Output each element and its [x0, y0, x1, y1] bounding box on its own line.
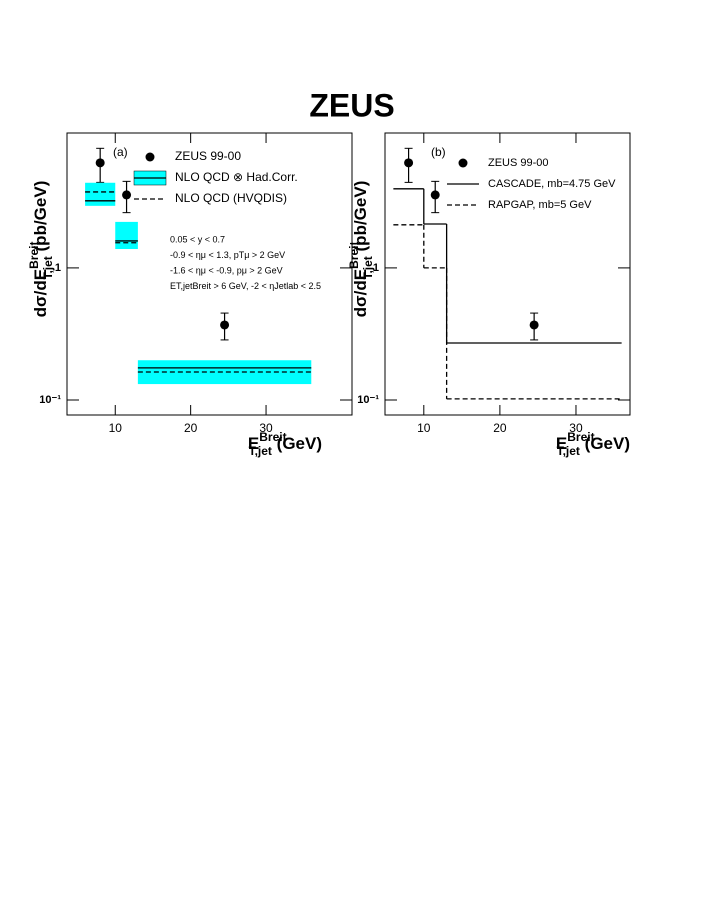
x-axis-label-unit: (GeV) — [580, 434, 630, 453]
annotation: ET,jetBreit > 6 GeV, -2 < ηJetlab < 2.5 — [170, 281, 321, 291]
y-axis-label-main: dσ/dE — [351, 269, 370, 317]
x-tick-label: 20 — [493, 421, 507, 435]
plot-frame — [66, 132, 353, 416]
legend-label: ZEUS 99-00 — [175, 149, 241, 163]
y-tick-label: 1 — [55, 262, 61, 274]
data-point — [95, 158, 105, 168]
x-axis-label: EBreit T,jet (GeV) — [556, 430, 630, 458]
legend-label: NLO QCD ⊗ Had.Corr. — [175, 170, 298, 184]
plot-frame — [384, 132, 631, 416]
legend-label: ZEUS 99-00 — [488, 157, 549, 169]
data-point — [404, 158, 414, 168]
x-tick-label: 10 — [417, 421, 431, 435]
data-point — [122, 190, 132, 200]
y-axis-label-main: dσ/dE — [31, 269, 50, 317]
x-tick-label: 20 — [184, 421, 198, 435]
x-axis-label-sub: T,jet — [249, 444, 272, 458]
legend-marker — [458, 158, 468, 168]
uncertainty-band — [85, 182, 116, 206]
y-axis-label-sub: T,jet — [361, 256, 375, 279]
x-tick-label: 10 — [109, 421, 123, 435]
y-tick-label: 10⁻¹ — [357, 394, 379, 406]
legend-label: RAPGAP, mb=5 GeV — [488, 199, 592, 211]
x-axis-label-main: E — [248, 434, 259, 453]
data-point — [430, 190, 440, 200]
y-axis-label: dσ/dEBreitT,jet (pb/GeV) — [347, 181, 375, 318]
x-axis-label-sup: Breit — [259, 430, 286, 444]
annotation: -0.9 < ημ < 1.3, pTμ > 2 GeV — [170, 250, 285, 260]
x-axis-label-sub: T,jet — [557, 444, 580, 458]
x-tick-label: 30 — [569, 421, 583, 435]
x-axis-label-sup: Breit — [567, 430, 594, 444]
y-axis-label-sup: Breit — [347, 242, 361, 269]
y-axis-label-unit: (pb/GeV) — [351, 181, 370, 257]
annotation: 0.05 < y < 0.7 — [170, 234, 225, 244]
legend-label: NLO QCD (HVQDIS) — [175, 191, 287, 205]
y-tick-label: 10⁻¹ — [39, 394, 61, 406]
uncertainty-band — [137, 360, 312, 385]
y-axis-label-sub: T,jet — [41, 256, 55, 279]
data-point — [220, 320, 230, 330]
y-axis-label: dσ/dEBreitT,jet (pb/GeV) — [27, 181, 55, 318]
y-axis-label-unit: (pb/GeV) — [31, 181, 50, 257]
x-axis-label-unit: (GeV) — [272, 434, 322, 453]
figure-title: ZEUS — [309, 87, 394, 123]
panel-label: (a) — [113, 145, 128, 159]
legend-label: CASCADE, mb=4.75 GeV — [488, 178, 616, 190]
x-tick-label: 30 — [259, 421, 273, 435]
y-axis-label-sup: Breit — [27, 242, 41, 269]
y-tick-label: 1 — [373, 262, 379, 274]
x-axis-label-main: E — [556, 434, 567, 453]
panel-label: (b) — [431, 145, 446, 159]
data-point — [529, 320, 539, 330]
x-axis-label: EBreit T,jet (GeV) — [248, 430, 322, 458]
legend-marker — [145, 152, 155, 162]
uncertainty-band — [115, 221, 138, 250]
annotation: -1.6 < ημ < -0.9, pμ > 2 GeV — [170, 265, 283, 275]
